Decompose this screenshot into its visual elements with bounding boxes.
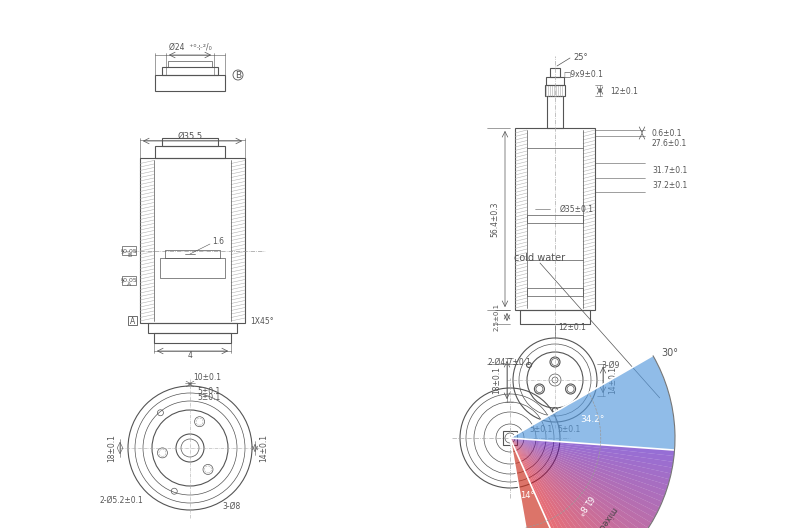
Wedge shape (510, 438, 577, 528)
Wedge shape (510, 438, 588, 528)
Wedge shape (510, 438, 668, 491)
Bar (154, 333, 231, 343)
Text: Ø35.5: Ø35.5 (178, 131, 203, 140)
Wedge shape (510, 438, 634, 528)
Text: 25°: 25° (573, 52, 588, 61)
Bar (527, 215, 583, 223)
Wedge shape (510, 438, 671, 479)
Text: 61.8°: 61.8° (574, 493, 594, 516)
Wedge shape (510, 438, 660, 513)
Text: 37.2±0.1: 37.2±0.1 (652, 181, 687, 190)
Bar (155, 146, 225, 158)
Wedge shape (510, 438, 645, 528)
Text: 1X45°: 1X45° (250, 316, 274, 325)
Wedge shape (510, 438, 674, 462)
Text: 2-Ø5.2±0.1: 2-Ø5.2±0.1 (100, 495, 143, 504)
Bar (155, 75, 225, 91)
Text: §0.05: §0.05 (121, 248, 138, 253)
Text: 5±0.1: 5±0.1 (557, 426, 581, 435)
Text: cold water: cold water (514, 253, 566, 263)
Bar (527, 288, 583, 296)
Wedge shape (510, 355, 675, 450)
Text: 2.5±0.1: 2.5±0.1 (494, 303, 500, 331)
Wedge shape (510, 438, 617, 528)
Wedge shape (510, 438, 657, 518)
Wedge shape (510, 438, 593, 528)
Bar (168, 61, 212, 67)
Text: 12±0.1: 12±0.1 (610, 87, 638, 96)
Wedge shape (510, 438, 608, 528)
Wedge shape (510, 438, 648, 528)
Bar (545, 85, 565, 96)
Bar (160, 258, 225, 278)
Wedge shape (510, 438, 603, 528)
Bar (165, 250, 220, 258)
Text: 12±0.1: 12±0.1 (558, 324, 586, 333)
Bar (515, 128, 595, 310)
Text: 34.2°: 34.2° (581, 414, 605, 423)
Bar (140, 158, 245, 323)
Wedge shape (510, 438, 638, 528)
Text: 1.6: 1.6 (212, 238, 224, 247)
Text: A: A (131, 316, 135, 325)
Text: 2-Ø4.7±0.1: 2-Ø4.7±0.1 (487, 357, 531, 366)
Wedge shape (510, 438, 598, 528)
Text: 5±0.1: 5±0.1 (197, 386, 220, 395)
Text: B: B (127, 253, 131, 258)
Text: Ø35±0.1: Ø35±0.1 (560, 204, 594, 213)
Wedge shape (510, 438, 664, 502)
Text: 30°: 30° (661, 348, 678, 359)
Bar (550, 68, 560, 77)
Text: 31.7±0.1: 31.7±0.1 (652, 166, 687, 175)
Bar (503, 431, 517, 445)
Wedge shape (510, 438, 662, 507)
Bar (122, 276, 136, 285)
Wedge shape (510, 438, 651, 528)
Text: 5±0.1: 5±0.1 (197, 392, 220, 401)
Bar (128, 316, 137, 325)
Bar (162, 67, 218, 75)
Text: 14°: 14° (520, 491, 535, 500)
Text: 0.6±0.1: 0.6±0.1 (652, 128, 682, 137)
Text: 3-Ø9: 3-Ø9 (601, 361, 619, 370)
Wedge shape (510, 438, 613, 528)
Wedge shape (510, 438, 666, 496)
Wedge shape (510, 438, 670, 485)
Wedge shape (510, 438, 642, 528)
Text: 56.4±0.3: 56.4±0.3 (490, 201, 500, 237)
Text: 27.6±0.1: 27.6±0.1 (652, 139, 687, 148)
Bar (162, 138, 218, 146)
Text: 5±0.1: 5±0.1 (529, 426, 553, 435)
Wedge shape (510, 438, 630, 528)
Text: B: B (235, 71, 241, 80)
Text: 14±0.1: 14±0.1 (609, 366, 618, 394)
Text: 4: 4 (187, 351, 192, 360)
Text: □9x9±0.1: □9x9±0.1 (563, 70, 603, 79)
Wedge shape (510, 438, 674, 468)
Text: 3-Ø8: 3-Ø8 (222, 502, 240, 511)
Bar (148, 323, 237, 333)
Text: A: A (127, 282, 131, 288)
Text: 10±0.1: 10±0.1 (193, 373, 221, 382)
Wedge shape (510, 438, 626, 528)
Wedge shape (510, 438, 582, 528)
Bar (520, 310, 590, 324)
Text: 18±0.1: 18±0.1 (107, 434, 116, 462)
Wedge shape (510, 438, 674, 456)
Bar (546, 77, 564, 85)
Wedge shape (510, 438, 654, 523)
Wedge shape (510, 438, 672, 474)
Text: 14±0.1: 14±0.1 (259, 434, 268, 462)
Bar (547, 96, 563, 128)
Bar (122, 246, 136, 254)
Text: §0.05: §0.05 (121, 278, 138, 282)
Text: Ø24  ⁺⁰⊹²/₀: Ø24 ⁺⁰⊹²/₀ (169, 42, 211, 51)
Wedge shape (510, 438, 622, 528)
Text: 18±0.1: 18±0.1 (493, 366, 501, 394)
Text: mixed water: mixed water (582, 505, 619, 528)
